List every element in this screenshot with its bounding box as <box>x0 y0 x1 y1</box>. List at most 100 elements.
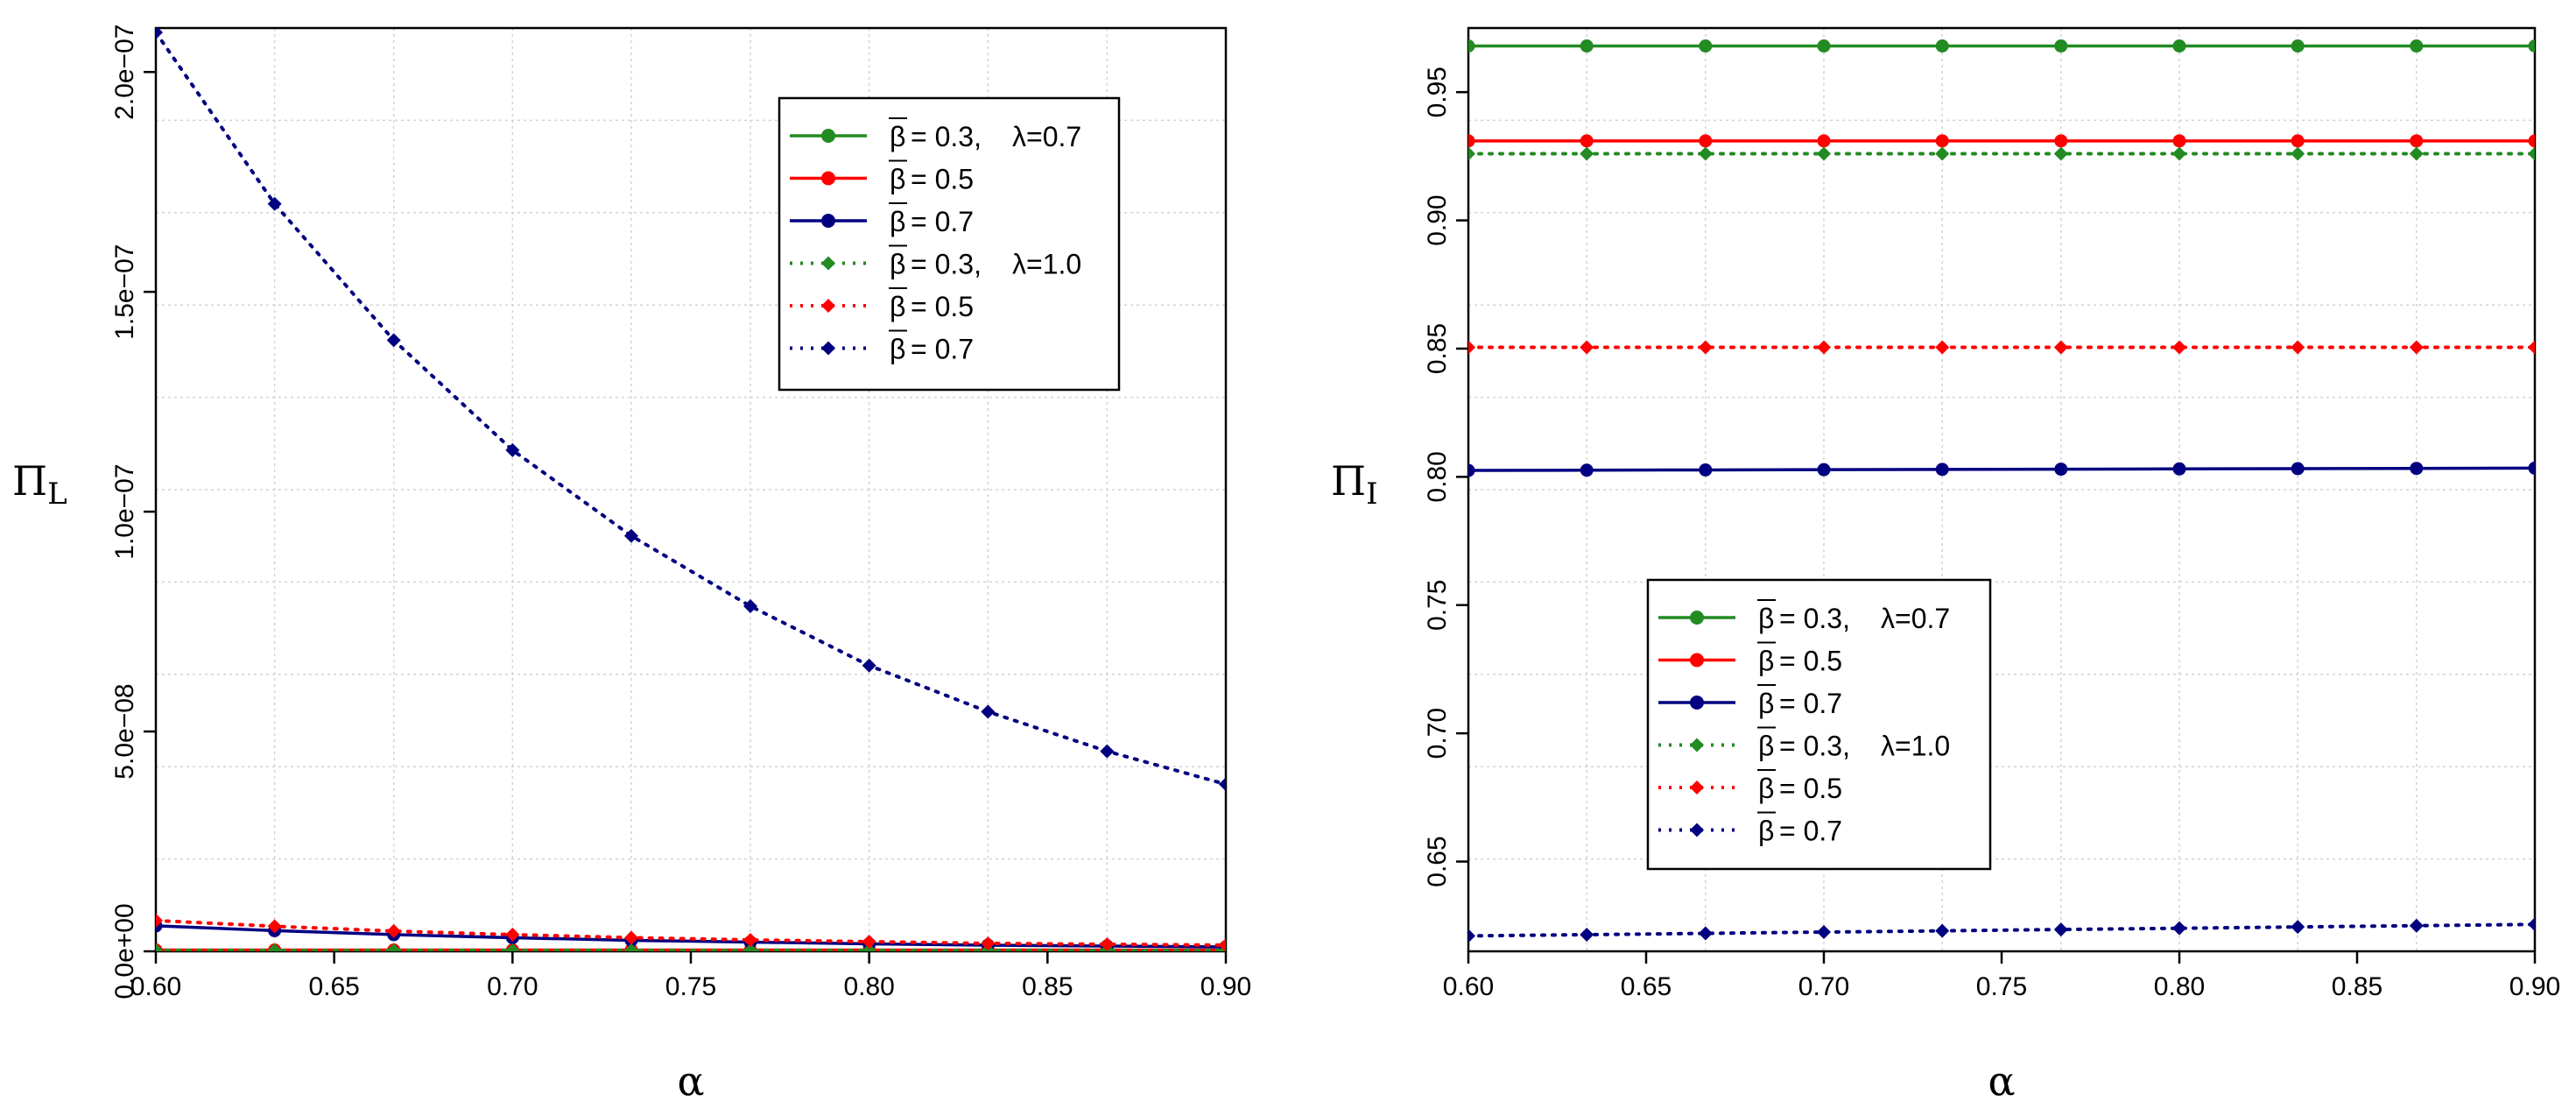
legend-item: β = 0.7 <box>1658 684 1842 719</box>
data-point <box>862 934 876 949</box>
x-tick-label: 0.70 <box>1798 972 1849 1001</box>
series-line <box>1468 466 2535 472</box>
x-tick-label: 0.80 <box>843 972 894 1001</box>
series-0 <box>1468 39 2535 53</box>
data-point <box>2291 146 2305 161</box>
legend-marker <box>821 171 835 186</box>
legend-item: β = 0.5 <box>1658 769 1842 804</box>
legend-beta-symbol: β <box>1758 816 1774 847</box>
data-point <box>2291 920 2305 935</box>
legend-beta-value: = 0.7 <box>911 206 974 237</box>
legend-item: β = 0.7 <box>790 329 974 365</box>
legend-beta-value: = 0.5 <box>911 291 974 322</box>
data-point <box>1935 134 1949 148</box>
data-point <box>2291 462 2305 476</box>
legend-beta-symbol: β <box>890 334 905 365</box>
data-point <box>1468 39 1475 53</box>
data-point <box>267 943 282 951</box>
x-tick-label: 0.60 <box>130 972 181 1001</box>
data-point <box>981 704 996 719</box>
data-point <box>1468 146 1475 161</box>
legend-beta-value: = 0.3, <box>911 121 982 152</box>
data-point <box>2053 922 2068 937</box>
data-point <box>2172 921 2186 936</box>
series-3 <box>156 943 1226 951</box>
legend-beta-value: = 0.7 <box>1779 688 1842 719</box>
data-point <box>386 333 401 348</box>
legend: β = 0.3, λ=0.7β = 0.5β = 0.7β = 0.3, λ=1.0β = 0… <box>1646 578 1992 871</box>
x-tick-label: 0.85 <box>1022 972 1073 1001</box>
data-point <box>1100 744 1115 759</box>
legend-beta-symbol: β <box>1758 731 1774 762</box>
legend-marker <box>1690 781 1704 795</box>
series-2 <box>156 919 1226 951</box>
legend-lambda: λ=0.7 <box>1881 603 1950 634</box>
data-point <box>1935 39 1949 53</box>
data-point <box>623 930 638 945</box>
legend-beta-value: = 0.7 <box>1779 816 1842 847</box>
legend-beta-symbol: β <box>890 121 905 152</box>
chart-panel-left: 0.60 0.65 0.70 0.75 0.80 0.85 0.90 0.0e+00 5.0e−… <box>12 25 1251 1105</box>
data-point <box>2172 462 2186 476</box>
x-tick-label: 0.80 <box>2154 972 2205 1001</box>
data-point <box>2291 39 2305 53</box>
legend-beta-value: = 0.3, <box>1779 731 1850 762</box>
y-tick-label: 0.95 <box>1423 67 1452 117</box>
data-point <box>1699 39 1713 53</box>
data-point <box>2528 39 2535 53</box>
y-tick-label: 0.65 <box>1423 836 1452 886</box>
x-tick-label: 0.90 <box>2509 972 2560 1001</box>
data-point <box>2172 340 2186 355</box>
legend-beta-value: = 0.3, <box>1779 603 1850 634</box>
x-tick-label: 0.65 <box>1621 972 1672 1001</box>
data-point <box>1580 340 1594 355</box>
legend-marker <box>821 299 835 313</box>
y-tick-label: 0.90 <box>1423 194 1452 245</box>
data-point <box>2410 39 2424 53</box>
legend-beta-value: = 0.5 <box>911 164 974 195</box>
y-axis-label-subscript: I <box>1366 477 1377 512</box>
data-point <box>1698 340 1713 355</box>
legend-item: β = 0.7 <box>1658 811 1842 847</box>
series-line <box>156 31 1226 787</box>
data-point <box>2528 146 2535 161</box>
legend-marker <box>821 214 835 228</box>
legend-marker <box>1690 653 1704 668</box>
x-tick-label: 0.75 <box>1976 972 2027 1001</box>
legend-box <box>778 96 1121 392</box>
data-point <box>2054 463 2068 477</box>
data-point <box>743 599 758 614</box>
legend-beta-symbol: β <box>1758 603 1774 634</box>
data-point <box>2409 146 2424 161</box>
series-2 <box>1468 461 2535 477</box>
data-point <box>1468 929 1475 943</box>
data-layer <box>1468 39 2535 943</box>
grid <box>1467 27 2536 952</box>
data-point <box>1817 340 1831 355</box>
data-point <box>2528 461 2535 475</box>
data-point <box>386 923 401 938</box>
data-point <box>1580 927 1594 942</box>
data-point <box>2409 340 2424 355</box>
data-point <box>981 936 996 950</box>
data-point <box>2053 340 2068 355</box>
data-point <box>1935 146 1950 161</box>
legend-box <box>1646 578 1992 871</box>
data-point <box>623 528 638 543</box>
data-point <box>1817 463 1831 477</box>
data-point <box>743 943 758 951</box>
legend-beta-value: = 0.3, <box>911 249 982 280</box>
data-point <box>156 943 163 951</box>
data-point <box>1817 925 1831 940</box>
chart-panel-right: 0.60 0.65 0.70 0.75 0.80 0.85 0.90 0.65 0.70 0.75… <box>1331 26 2560 1105</box>
data-point <box>1580 134 1594 148</box>
data-point <box>1219 937 1226 951</box>
x-tick-label: 0.70 <box>487 972 538 1001</box>
x-tick-label: 0.90 <box>1200 972 1251 1001</box>
data-point <box>505 943 520 951</box>
legend-marker <box>1690 823 1704 837</box>
x-axis-label: α <box>677 1057 704 1105</box>
legend-marker <box>821 341 835 356</box>
legend-beta-symbol: β <box>890 206 905 237</box>
data-point <box>1698 926 1713 941</box>
